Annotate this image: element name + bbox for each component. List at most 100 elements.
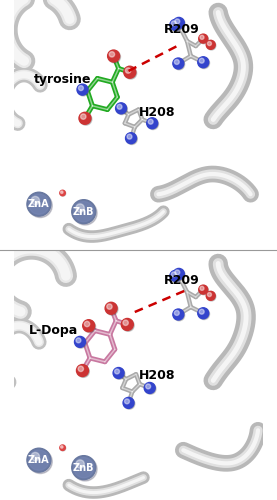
Circle shape — [122, 320, 134, 332]
Circle shape — [60, 190, 66, 196]
Circle shape — [123, 398, 134, 408]
Text: R209: R209 — [163, 24, 199, 36]
Circle shape — [148, 120, 153, 124]
Circle shape — [125, 132, 137, 143]
Circle shape — [199, 308, 209, 320]
Circle shape — [200, 36, 204, 40]
Circle shape — [79, 112, 91, 124]
Circle shape — [171, 271, 182, 282]
Circle shape — [200, 286, 204, 290]
Circle shape — [199, 35, 208, 43]
Circle shape — [198, 57, 209, 68]
Circle shape — [105, 302, 117, 314]
Circle shape — [199, 285, 208, 294]
Circle shape — [125, 399, 129, 404]
Circle shape — [146, 384, 151, 389]
Text: L-Dopa: L-Dopa — [29, 324, 78, 337]
Circle shape — [148, 118, 158, 130]
Circle shape — [175, 270, 180, 275]
Circle shape — [199, 34, 208, 43]
Circle shape — [145, 384, 156, 394]
Circle shape — [29, 194, 49, 214]
Circle shape — [171, 20, 182, 31]
Circle shape — [121, 318, 133, 330]
Circle shape — [28, 450, 52, 473]
Circle shape — [173, 18, 184, 28]
Circle shape — [75, 336, 86, 347]
Circle shape — [78, 85, 89, 96]
Circle shape — [206, 292, 215, 300]
Circle shape — [199, 58, 209, 68]
Circle shape — [125, 67, 137, 79]
Circle shape — [114, 368, 125, 380]
Text: R209: R209 — [163, 274, 199, 287]
Circle shape — [174, 310, 185, 321]
Circle shape — [144, 382, 155, 394]
Circle shape — [77, 84, 88, 95]
Circle shape — [147, 118, 158, 128]
Circle shape — [115, 369, 119, 374]
Circle shape — [80, 113, 92, 125]
Text: H208: H208 — [138, 369, 175, 382]
Circle shape — [72, 456, 96, 479]
Circle shape — [83, 320, 95, 332]
Circle shape — [109, 51, 120, 63]
Circle shape — [74, 202, 94, 222]
Circle shape — [74, 458, 94, 478]
Circle shape — [78, 86, 83, 90]
Circle shape — [207, 292, 211, 296]
Circle shape — [108, 50, 120, 62]
Circle shape — [84, 320, 96, 332]
Circle shape — [174, 18, 185, 29]
Circle shape — [170, 20, 181, 30]
Circle shape — [76, 338, 81, 343]
Circle shape — [207, 42, 211, 46]
Circle shape — [207, 41, 216, 50]
Circle shape — [123, 320, 128, 326]
Circle shape — [76, 364, 88, 376]
Text: ZnA: ZnA — [28, 455, 50, 465]
Circle shape — [73, 457, 97, 481]
Circle shape — [207, 292, 216, 301]
Circle shape — [77, 366, 89, 378]
Circle shape — [84, 322, 90, 326]
Circle shape — [81, 114, 86, 119]
Circle shape — [171, 21, 176, 26]
Circle shape — [60, 446, 66, 451]
Text: H208: H208 — [138, 106, 175, 118]
Text: ZnA: ZnA — [28, 199, 50, 209]
Circle shape — [27, 192, 51, 216]
Circle shape — [60, 445, 65, 450]
Circle shape — [109, 52, 115, 57]
Circle shape — [198, 308, 209, 318]
Circle shape — [31, 452, 40, 461]
Circle shape — [60, 190, 65, 196]
Circle shape — [106, 303, 118, 315]
Circle shape — [113, 368, 124, 378]
Circle shape — [173, 58, 184, 69]
Circle shape — [125, 68, 131, 73]
Circle shape — [206, 40, 215, 50]
Circle shape — [173, 268, 184, 280]
Circle shape — [174, 310, 179, 316]
Circle shape — [61, 191, 63, 194]
Circle shape — [72, 200, 96, 224]
Circle shape — [73, 201, 97, 225]
Circle shape — [170, 270, 181, 281]
Circle shape — [61, 446, 63, 448]
Circle shape — [126, 134, 137, 144]
Circle shape — [199, 310, 204, 314]
Circle shape — [174, 60, 179, 64]
Circle shape — [124, 398, 135, 409]
Circle shape — [78, 366, 83, 372]
Circle shape — [28, 194, 52, 218]
Circle shape — [107, 304, 112, 310]
Text: ZnB: ZnB — [73, 462, 94, 472]
Circle shape — [29, 450, 49, 470]
Circle shape — [127, 134, 132, 139]
Circle shape — [27, 448, 51, 472]
Circle shape — [124, 66, 136, 78]
Circle shape — [76, 204, 84, 212]
Circle shape — [174, 59, 185, 70]
Circle shape — [116, 104, 127, 115]
